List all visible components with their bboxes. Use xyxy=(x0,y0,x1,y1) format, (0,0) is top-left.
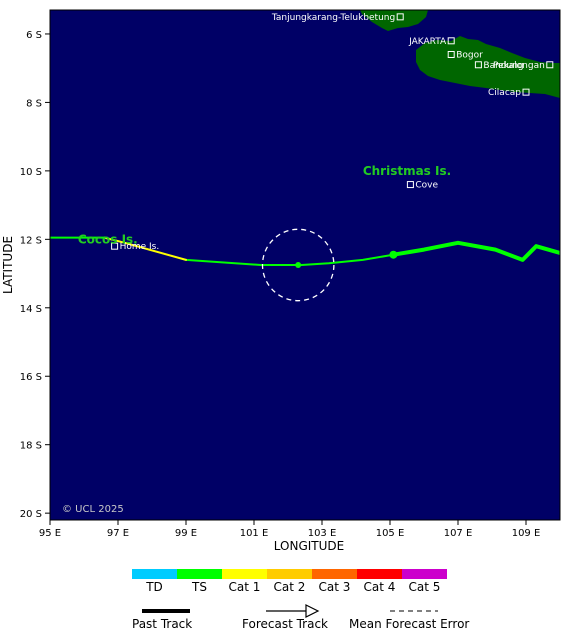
lon-tick-label: 103 E xyxy=(308,528,337,539)
lat-tick-label: 10 S xyxy=(20,167,42,178)
lat-tick-label: 16 S xyxy=(20,372,42,383)
forecast-position-marker xyxy=(295,262,302,268)
error-label: Mean Forecast Error xyxy=(349,617,469,631)
past-track-legend: Past Track xyxy=(132,609,192,631)
legend-category-label: Cat 2 xyxy=(274,580,306,594)
land-sumatra xyxy=(360,10,428,31)
city-label: Bogor xyxy=(456,50,483,60)
legend-swatch xyxy=(357,569,402,579)
error-legend: Mean Forecast Error xyxy=(349,610,469,631)
lon-tick-label: 95 E xyxy=(39,528,61,539)
city-label: Cove xyxy=(415,181,438,191)
city-marker-icon xyxy=(474,61,482,69)
lat-tick-label: 12 S xyxy=(20,235,42,246)
y-axis-title: LATITUDE xyxy=(1,236,15,294)
legend-swatch xyxy=(267,569,312,579)
city-label: Tanjungkarang-Telukbetung xyxy=(271,13,395,23)
lat-tick-label: 14 S xyxy=(20,304,42,315)
plot-frame xyxy=(49,9,561,521)
category-legend: TD TS Cat 1 Cat 2 Cat 3 Cat 4 Cat 5 xyxy=(132,569,447,594)
legend-category-label: Cat 1 xyxy=(229,580,261,594)
track-segment-forecast xyxy=(185,253,395,266)
past-track-label: Past Track xyxy=(132,617,192,631)
city-marker-icon xyxy=(522,88,530,96)
city-label: JAKARTA xyxy=(408,37,447,47)
legend-swatch xyxy=(177,569,222,579)
lat-tick-label: 6 S xyxy=(26,30,42,41)
legend-category-label: Cat 5 xyxy=(409,580,441,594)
lon-tick-label: 97 E xyxy=(107,528,129,539)
lon-tick-label: 101 E xyxy=(240,528,269,539)
lat-tick-label: 20 S xyxy=(20,509,42,520)
lon-tick-label: 109 E xyxy=(512,528,541,539)
city-label: Cilacap xyxy=(488,88,521,98)
city-marker-icon xyxy=(111,242,119,250)
legend-category-label: Cat 3 xyxy=(319,580,351,594)
forecast-error-circle xyxy=(261,228,335,302)
legend-swatch xyxy=(132,569,177,579)
lat-tick-label: 18 S xyxy=(20,441,42,452)
lon-tick-label: 99 E xyxy=(175,528,197,539)
city-marker-icon xyxy=(396,13,404,21)
legend-swatch xyxy=(312,569,357,579)
legend-swatch xyxy=(402,569,447,579)
city-marker-icon xyxy=(546,61,554,69)
legend-category-label: Cat 4 xyxy=(364,580,396,594)
island-label: Cocos Is. xyxy=(78,232,138,246)
lon-tick-label: 105 E xyxy=(376,528,405,539)
city-label: Bandung xyxy=(483,61,523,71)
legend-swatch xyxy=(222,569,267,579)
current-position-marker xyxy=(389,250,398,259)
latitude-ticks: 6 S 8 S 10 S 12 S 14 S 16 S 18 S 20 S xyxy=(20,30,50,520)
forecast-track-legend: Forecast Track xyxy=(242,604,328,631)
copyright-text: © UCL 2025 xyxy=(62,504,124,515)
city-label: Pekalongan xyxy=(493,61,545,71)
legend-category-label: TS xyxy=(191,580,207,594)
track-segment-past xyxy=(391,240,560,262)
forecast-track-label: Forecast Track xyxy=(242,617,328,631)
x-axis-title: LONGITUDE xyxy=(274,539,344,553)
city-marker-icon xyxy=(447,50,455,58)
forecast-arrow-icon xyxy=(305,604,320,618)
city-marker-icon xyxy=(447,37,455,45)
legend-category-label: TD xyxy=(145,580,163,594)
lat-tick-label: 8 S xyxy=(26,98,42,109)
city-markers: Tanjungkarang-Telukbetung JAKARTA Bogor Pek… xyxy=(111,13,554,252)
track-segment-forecast xyxy=(103,236,187,261)
island-label: Christmas Is. xyxy=(363,164,451,178)
storm-track xyxy=(50,236,560,268)
lon-tick-label: 107 E xyxy=(444,528,473,539)
longitude-ticks: 95 E 97 E 99 E 101 E 103 E 105 E 107 E 109 E xyxy=(39,520,540,539)
city-label: Home Is. xyxy=(120,242,160,252)
city-marker-icon xyxy=(406,181,414,189)
island-labels: Christmas Is. Cocos Is. xyxy=(78,164,451,246)
